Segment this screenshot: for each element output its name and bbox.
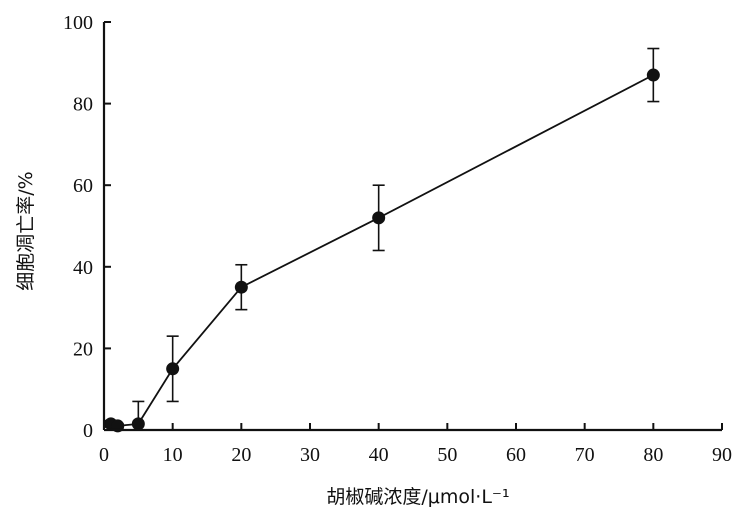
x-axis-title: 胡椒碱浓度/μmol·L⁻¹ — [326, 486, 509, 508]
data-point — [166, 362, 180, 376]
data-point — [234, 280, 248, 294]
x-tick-label: 20 — [231, 444, 251, 466]
x-axis-ticks: 0 10 20 30 40 50 60 70 80 90 — [99, 423, 732, 466]
x-tick-label: 0 — [99, 444, 109, 466]
x-tick-label: 80 — [643, 444, 663, 466]
y-tick-label: 80 — [73, 94, 93, 116]
y-tick-label: 60 — [73, 175, 93, 197]
y-tick-label: 0 — [83, 420, 93, 442]
x-tick-label: 10 — [163, 444, 183, 466]
x-tick-label: 30 — [300, 444, 320, 466]
x-tick-label: 60 — [506, 444, 526, 466]
series-marks — [104, 47, 660, 433]
data-point — [372, 211, 386, 225]
data-point — [646, 68, 660, 82]
y-tick-label: 100 — [63, 12, 93, 34]
x-tick-label: 90 — [712, 444, 732, 466]
data-point — [131, 417, 145, 431]
x-tick-label: 40 — [369, 444, 389, 466]
y-axis-ticks: 0 20 40 60 80 100 — [63, 12, 111, 442]
y-tick-label: 40 — [73, 257, 93, 279]
x-tick-label: 70 — [575, 444, 595, 466]
x-tick-label: 50 — [437, 444, 457, 466]
y-tick-label: 20 — [73, 338, 93, 360]
y-axis-title: 细胞凋亡率/% — [15, 171, 37, 290]
